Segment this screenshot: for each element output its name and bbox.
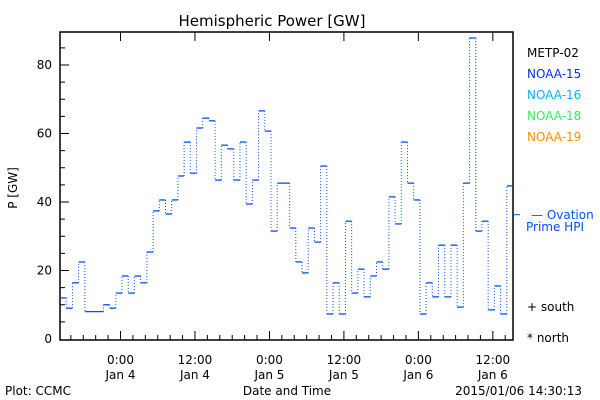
legend-entry: NOAA-18 [527,109,581,123]
plot-credit: Plot: CCMC [5,384,71,398]
legend-entry: NOAA-15 [527,67,581,81]
y-axis: 0 20 40 60 80 [37,47,69,346]
y-tick-label: 0 [44,332,52,346]
north-label: * north [527,331,569,345]
legend: METP-02 NOAA-15 NOAA-16 NOAA-18 NOAA-19 [527,46,581,144]
legend-entry: NOAA-19 [527,130,581,144]
y-axis-label: P [GW] [6,167,20,209]
y-tick-label: 40 [37,195,52,209]
ovation-label-1: — Ovation [531,208,594,222]
x-tick-date: Jan 4 [179,368,210,382]
x-tick-time: 12:00 [476,353,511,367]
x-tick-time: 12:00 [178,353,213,367]
x-tick-date: Jan 5 [253,368,284,382]
x-tick-time: 12:00 [327,353,362,367]
x-tick-date: Jan 4 [105,368,136,382]
x-axis-label: Date and Time [243,384,331,398]
legend-entry: METP-02 [527,46,579,60]
ovation-label-2: Prime HPI [526,220,584,234]
chart-title: Hemispheric Power [GW] [179,12,366,30]
x-tick-time: 0:00 [256,353,283,367]
timestamp: 2015/01/06 14:30:13 [455,384,582,398]
x-tick-date: Jan 5 [328,368,359,382]
legend-entry: NOAA-16 [527,88,581,102]
x-tick-time: 0:00 [405,353,432,367]
x-tick-date: Jan 6 [402,368,433,382]
y-tick-label: 20 [37,264,52,278]
x-tick-time: 0:00 [107,353,134,367]
x-tick-date: Jan 6 [477,368,508,382]
y-tick-label: 80 [37,58,52,72]
south-label: + south [527,300,574,314]
series-noaa-15 [60,37,520,315]
y-tick-label: 60 [37,127,52,141]
